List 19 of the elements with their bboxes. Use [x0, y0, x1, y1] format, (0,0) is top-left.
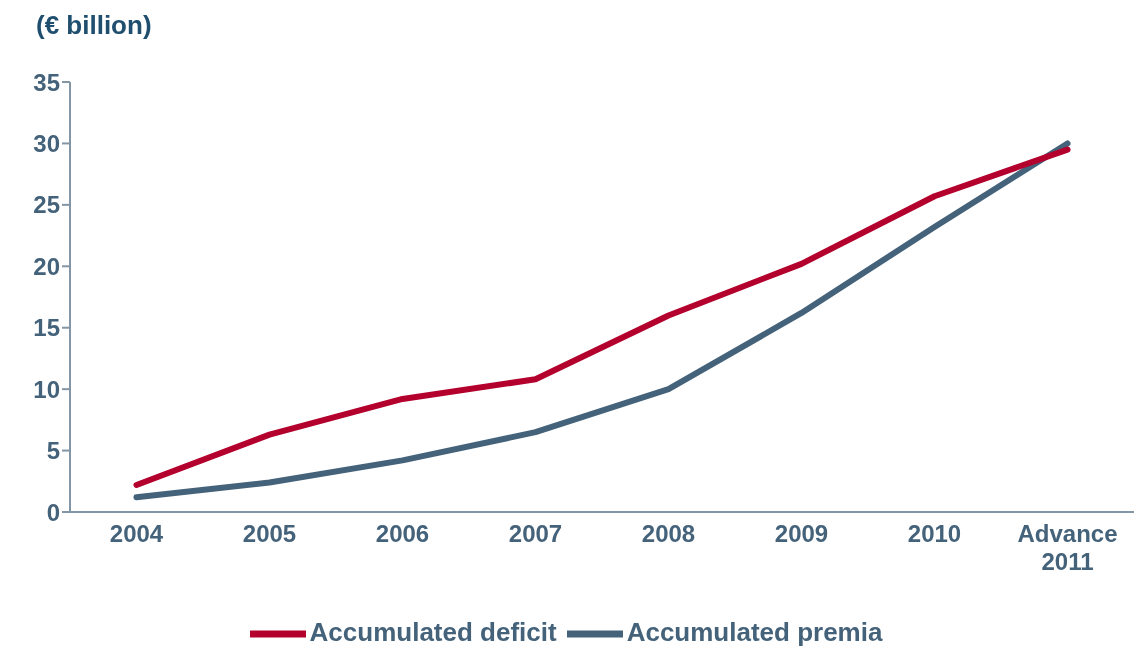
y-tick-label: 5 [46, 437, 60, 465]
x-tick-label: 2006 [375, 520, 430, 547]
y-tick-label: 10 [33, 375, 60, 403]
y-axis-title: (€ billion) [36, 10, 152, 41]
legend-label: Accumulated deficit [309, 616, 557, 647]
x-tick-label: 2004 [109, 520, 164, 547]
y-tick-label: 15 [33, 314, 60, 342]
x-tick-label: 2009 [774, 520, 829, 547]
legend-label: Accumulated premia [626, 616, 883, 647]
x-tick-label: 2005 [242, 520, 297, 547]
x-tick-label: 2008 [641, 520, 696, 547]
x-tick-label: 2007 [508, 520, 563, 547]
y-tick-label: 25 [33, 191, 60, 219]
y-tick-label: 35 [33, 68, 60, 96]
y-tick-label: 30 [33, 129, 60, 157]
x-tick-label: 2010 [907, 520, 962, 547]
x-tick-label: Advance 2011 [1017, 520, 1118, 575]
y-tick-label: 20 [33, 252, 60, 280]
y-tick-label: 0 [46, 498, 60, 526]
